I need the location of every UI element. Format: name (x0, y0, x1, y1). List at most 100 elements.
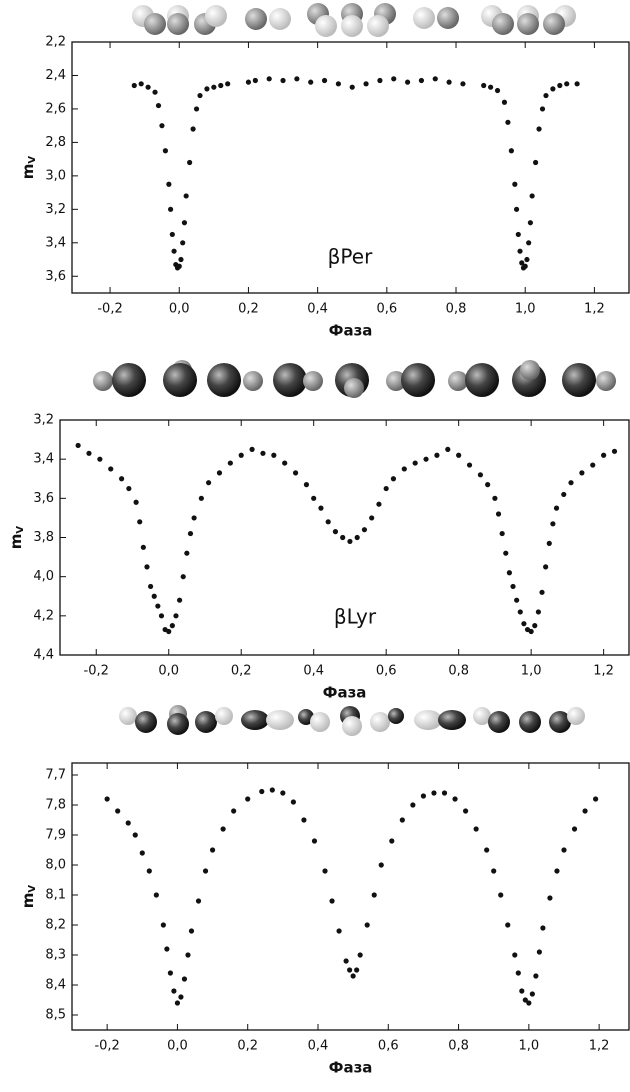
data-point (169, 231, 175, 238)
y-axis-label-sub: V (15, 526, 26, 534)
data-point (144, 564, 150, 570)
y-tick-label: 8,1 (45, 888, 66, 903)
data-point (582, 808, 588, 814)
data-point (176, 597, 183, 603)
y-tick-label: 8,2 (45, 918, 66, 933)
data-point (290, 799, 296, 805)
data-point (554, 868, 560, 874)
data-point (517, 248, 523, 254)
data-point (183, 193, 189, 199)
data-point (371, 892, 377, 898)
x-tick-label: 0,6 (376, 302, 397, 317)
x-axis-label: Фаза (329, 322, 373, 340)
data-point (363, 81, 369, 87)
data-point (280, 77, 286, 84)
data-point (505, 119, 511, 125)
data-point (389, 838, 395, 844)
data-point (104, 796, 110, 802)
data-point (512, 952, 518, 958)
data-point (202, 868, 209, 874)
y-axis-label-main: m (7, 534, 25, 550)
x-tick-label: 0,4 (303, 664, 324, 679)
data-point (292, 470, 299, 476)
data-point (209, 847, 216, 853)
data-point (357, 952, 363, 958)
data-point (197, 92, 203, 99)
data-point (526, 1000, 532, 1006)
data-point (252, 77, 258, 84)
data-point (167, 970, 173, 976)
x-tick-label: 0,8 (446, 302, 467, 317)
data-point (325, 519, 331, 525)
data-point (86, 450, 92, 456)
data-point (152, 89, 158, 95)
data-point (173, 613, 179, 619)
y-axis-label-main: m (19, 164, 37, 180)
data-point (198, 495, 204, 501)
data-point (178, 994, 184, 1000)
x-tick-label: 0,6 (376, 664, 397, 679)
data-point (166, 628, 172, 635)
data-point (529, 193, 535, 199)
data-point (245, 796, 251, 802)
x-tick-label: 0,0 (158, 664, 179, 679)
data-point (553, 505, 560, 511)
data-point (269, 787, 275, 793)
data-point (260, 450, 266, 456)
chart: -0,2 0,0 0,2 0,4 0,6 0,8 1,0 1,2 3,2 3,4 3,6 3,8 4,0… (7, 413, 630, 702)
star-illustrations-row-2 (93, 360, 616, 398)
y-tick-label: 2,8 (45, 135, 66, 150)
data-point (377, 77, 383, 84)
data-point (564, 81, 570, 87)
data-point (125, 820, 131, 826)
data-point (503, 550, 509, 556)
x-tick-label: 1,2 (589, 1039, 610, 1054)
data-point (184, 550, 190, 556)
chart: -0,2 0,0 0,2 0,4 0,6 0,8 1,0 1,2 7,7 7,8 7,9 8,0 8,1… (19, 762, 630, 1077)
data-point (601, 452, 607, 458)
data-point (521, 621, 527, 627)
y-tick-label: 2,6 (45, 101, 66, 116)
data-point (529, 991, 535, 997)
y-tick-label: 3,4 (45, 235, 66, 250)
y-tick-label: 4,0 (33, 569, 54, 584)
data-point (378, 862, 384, 868)
data-point (550, 521, 556, 527)
x-tick-label: 1,0 (521, 664, 542, 679)
data-point (266, 76, 272, 82)
data-point (231, 808, 237, 814)
data-point (506, 570, 513, 576)
x-tick-label: -0,2 (94, 1039, 119, 1054)
data-point (533, 973, 539, 979)
data-point (140, 544, 146, 550)
y-tick-label: 3,4 (33, 452, 54, 467)
data-point (190, 126, 196, 132)
data-point (364, 922, 370, 928)
data-point (494, 87, 501, 94)
data-point (404, 79, 411, 85)
data-point (535, 609, 541, 615)
data-point (329, 898, 335, 904)
data-point (349, 84, 355, 90)
data-point (514, 597, 520, 603)
data-point (259, 788, 265, 795)
data-point (492, 495, 498, 501)
x-tick-label: -0,2 (97, 302, 122, 317)
data-point (505, 922, 511, 928)
x-tick-label: 1,0 (519, 1039, 540, 1054)
data-point (301, 817, 307, 823)
data-point (488, 84, 494, 90)
data-point (574, 81, 580, 87)
data-point (171, 248, 177, 254)
data-point (204, 86, 210, 92)
y-tick-label: 3,6 (45, 269, 66, 284)
data-point (452, 796, 458, 802)
data-point (543, 92, 549, 99)
data-point (332, 529, 339, 535)
data-point (391, 76, 397, 82)
y-axis-label: mV (19, 156, 39, 180)
y-tick-label: 3,2 (33, 413, 54, 428)
data-point (515, 970, 521, 976)
data-point (491, 868, 497, 874)
